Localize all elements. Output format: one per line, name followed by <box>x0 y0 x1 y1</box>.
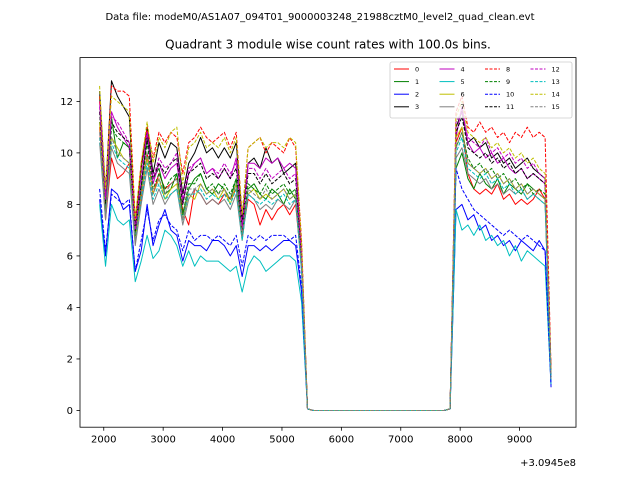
legend-label-10: 10 <box>506 91 514 99</box>
y-tick-label: 2 <box>67 355 73 366</box>
y-tick-label: 0 <box>67 406 73 417</box>
y-tick-label: 10 <box>60 148 73 159</box>
y-axis: 0 2 4 6 8 10 12 <box>60 97 80 417</box>
series-line-12 <box>99 106 552 411</box>
legend-label-5: 5 <box>461 78 465 86</box>
legend-label-14: 14 <box>552 91 560 99</box>
legend-label-2: 2 <box>415 91 419 99</box>
legend-label-7: 7 <box>461 103 465 111</box>
y-tick-label: 4 <box>67 303 73 314</box>
series-line-15 <box>99 131 552 411</box>
figure-suptitle: Data file: modeM0/AS1A07_094T01_90000032… <box>105 12 534 23</box>
legend-label-15: 15 <box>552 103 560 111</box>
chart-title: Quadrant 3 module wise count rates with … <box>165 38 491 52</box>
legend-label-0: 0 <box>415 65 419 73</box>
x-tick-label: 3000 <box>150 435 175 446</box>
legend-label-4: 4 <box>461 65 465 73</box>
legend-label-12: 12 <box>552 65 560 73</box>
x-tick-label: 4000 <box>210 435 235 446</box>
x-offset-label: +3.0945e8 <box>520 458 576 469</box>
legend-label-3: 3 <box>415 103 419 111</box>
plot-frame <box>79 57 577 428</box>
series-line-13 <box>99 136 552 411</box>
legend-label-11: 11 <box>506 103 514 111</box>
series-line-11 <box>99 111 552 411</box>
x-axis: 2000 3000 4000 5000 6000 7000 8000 9000 <box>91 427 532 446</box>
y-tick-label: 12 <box>60 97 73 108</box>
legend-label-9: 9 <box>506 78 510 86</box>
y-tick-label: 8 <box>67 200 73 211</box>
x-tick-label: 2000 <box>91 435 116 446</box>
legend-label-1: 1 <box>415 78 419 86</box>
legend-label-6: 6 <box>461 91 465 99</box>
x-tick-label: 9000 <box>507 435 532 446</box>
y-tick-label: 6 <box>67 252 73 263</box>
x-tick-label: 6000 <box>329 435 354 446</box>
x-tick-label: 8000 <box>447 435 472 446</box>
x-tick-label: 7000 <box>388 435 413 446</box>
x-tick-label: 5000 <box>269 435 294 446</box>
plot-lines <box>99 80 552 411</box>
legend-label-13: 13 <box>552 78 560 86</box>
legend-label-8: 8 <box>506 65 510 73</box>
legend-box <box>389 61 573 119</box>
